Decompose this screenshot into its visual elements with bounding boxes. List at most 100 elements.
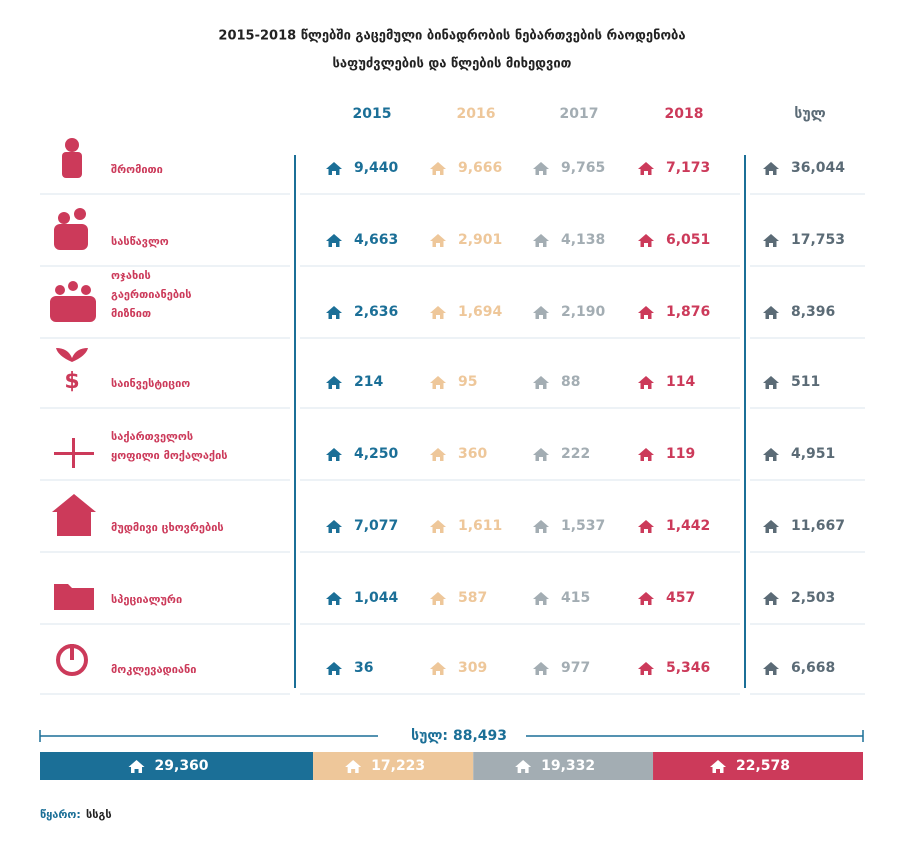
cell-value: 7,077 [354,518,398,534]
cell-value: 2,636 [354,304,398,320]
total-bg [378,724,526,748]
row-label: მუდმივი ცხოვრების [111,521,224,534]
cell-value: 5,346 [666,660,710,676]
source-label: წყარო: [40,808,81,821]
cell-value: 6,051 [666,232,710,248]
house-icon [638,376,654,389]
house-icon [430,520,446,533]
segment-label: 17,223 [371,758,425,774]
cell-value: 4,663 [354,232,398,248]
house-icon [638,592,654,605]
house-icon [326,306,342,319]
house-icon [533,234,549,247]
house-icon [533,592,549,605]
house-icon [763,448,779,461]
house-icon [533,662,549,675]
house-icon [638,448,654,461]
cell-value: 11,667 [791,518,845,534]
house-icon [638,162,654,175]
cell-value: 36 [354,660,373,676]
house-icon [430,234,446,247]
cell-value: 9,440 [354,160,399,176]
row-label: შრომითი [111,163,163,176]
cell-value: 4,250 [354,446,399,462]
house-icon [533,520,549,533]
row-label: საინვესტიციო [111,377,190,390]
svg-text:$: $ [64,369,79,394]
cell-value: 511 [791,374,820,390]
cell-value: 587 [458,590,487,606]
house-icon [430,592,446,605]
total-label: სულ: [411,728,448,744]
house-icon [326,520,342,533]
cell-value: 95 [458,374,477,390]
segment-label: 22,578 [736,758,790,774]
house-icon [763,234,779,247]
row-label: ყოფილი მოქალაქის [111,449,228,462]
column-header: 2015 [353,106,392,122]
row-icons: $ [50,138,96,676]
house-icon [515,760,532,773]
house-icon [763,520,779,533]
total-segment [313,752,474,780]
house-icon [430,306,446,319]
cell-value: 2,190 [561,304,606,320]
segment-label: 19,332 [541,758,595,774]
cell-value: 7,173 [666,160,710,176]
cell-value: 360 [458,446,487,462]
house-icon [128,760,145,773]
house-icon [638,662,654,675]
house-icon [638,520,654,533]
house-icon [326,162,342,175]
row-label: გაერთიანების [111,288,192,301]
total-segment [473,752,654,780]
cell-value: 1,537 [561,518,605,534]
house-icon [638,306,654,319]
segment-label: 29,360 [155,758,209,774]
cell-value: 8,396 [791,304,835,320]
house-icon [763,376,779,389]
house-icon [763,592,779,605]
house-icon [345,760,362,773]
column-header: სულ [794,106,825,122]
house-icon [533,376,549,389]
column-header: 2018 [665,106,704,122]
row-label: მიზნით [111,307,151,320]
row-label: სპეციალური [111,593,182,606]
cell-value: 2,901 [458,232,502,248]
cell-value: 977 [561,660,590,676]
house-icon [430,662,446,675]
house-icon [430,448,446,461]
house-icon [430,162,446,175]
cell-value: 9,666 [458,160,502,176]
house-icon [533,306,549,319]
house-icon [763,306,779,319]
house-icon [326,592,342,605]
cell-value: 17,753 [791,232,845,248]
cell-value: 88 [561,374,580,390]
house-icon [533,162,549,175]
cell-value: 415 [561,590,590,606]
cell-value: 214 [354,374,383,390]
cell-value: 9,765 [561,160,605,176]
cell-value: 1,876 [666,304,710,320]
cell-value: 4,138 [561,232,605,248]
cell-value: 309 [458,660,487,676]
title-line: 2015-2018 წლებში გაცემული ბინადრობის ნებ… [218,29,685,44]
house-icon [533,448,549,461]
column-header: 2016 [457,106,496,122]
cell-value: 4,951 [791,446,835,462]
row-label: მოკლევადიანი [111,663,196,676]
house-icon [763,662,779,675]
cell-value: 114 [666,374,695,390]
column-header: 2017 [560,106,599,122]
title-line: საფუძვლების და წლების მიხედვით [333,57,572,72]
row-label: სასწავლო [111,235,169,248]
cell-value: 2,503 [791,590,835,606]
source-value: სსგს [86,808,112,821]
cell-value: 1,044 [354,590,399,606]
cell-value: 36,044 [791,160,845,176]
house-icon [326,662,342,675]
